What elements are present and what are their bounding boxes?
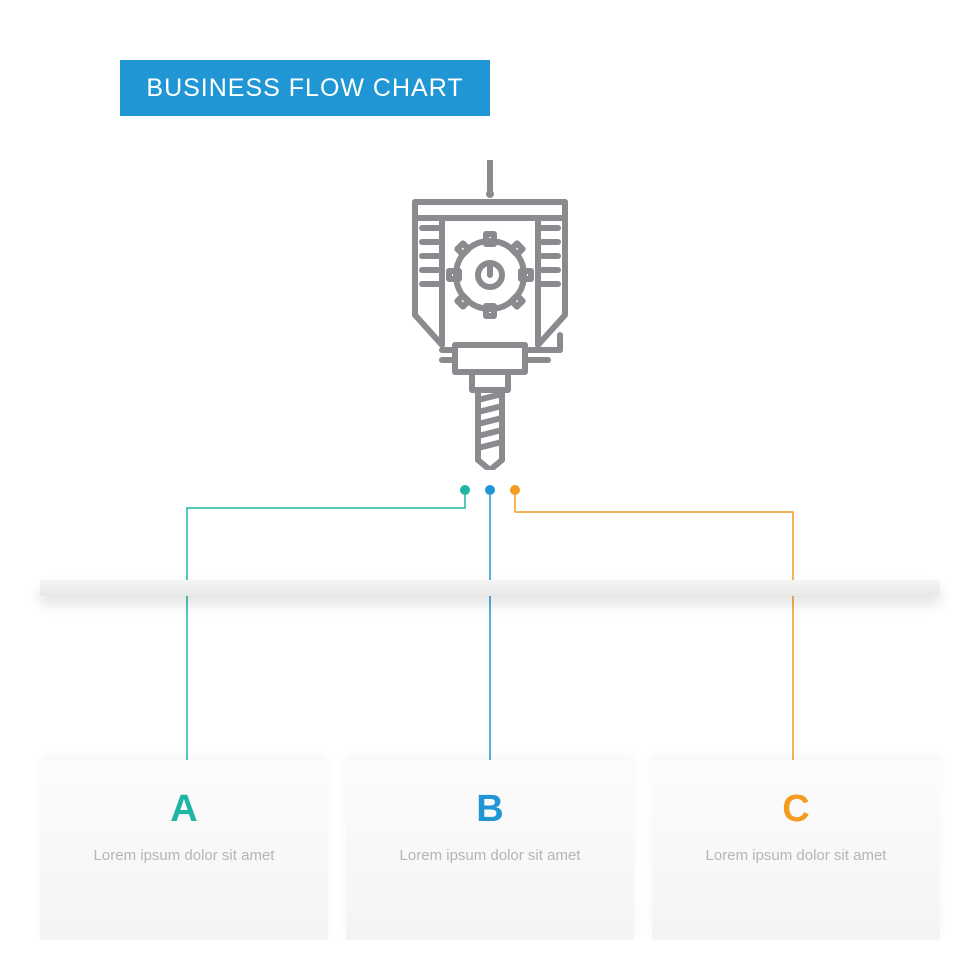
card-body: Lorem ipsum dolor sit amet — [652, 845, 940, 867]
card-c: C Lorem ipsum dolor sit amet — [652, 760, 940, 940]
card-body: Lorem ipsum dolor sit amet — [40, 845, 328, 867]
card-letter: B — [346, 788, 634, 831]
card-a: A Lorem ipsum dolor sit amet — [40, 760, 328, 940]
card-letter: A — [40, 788, 328, 831]
connector-lines — [0, 480, 980, 760]
page-title: BUSINESS FLOW CHART — [146, 74, 463, 103]
card-letter: C — [652, 788, 940, 831]
card-row: A Lorem ipsum dolor sit amet B Lorem ips… — [40, 760, 940, 940]
shelf — [40, 580, 940, 596]
card-b: B Lorem ipsum dolor sit amet — [346, 760, 634, 940]
caliper-gear-icon — [360, 160, 620, 470]
card-body: Lorem ipsum dolor sit amet — [346, 845, 634, 867]
title-bar: BUSINESS FLOW CHART — [120, 60, 490, 116]
